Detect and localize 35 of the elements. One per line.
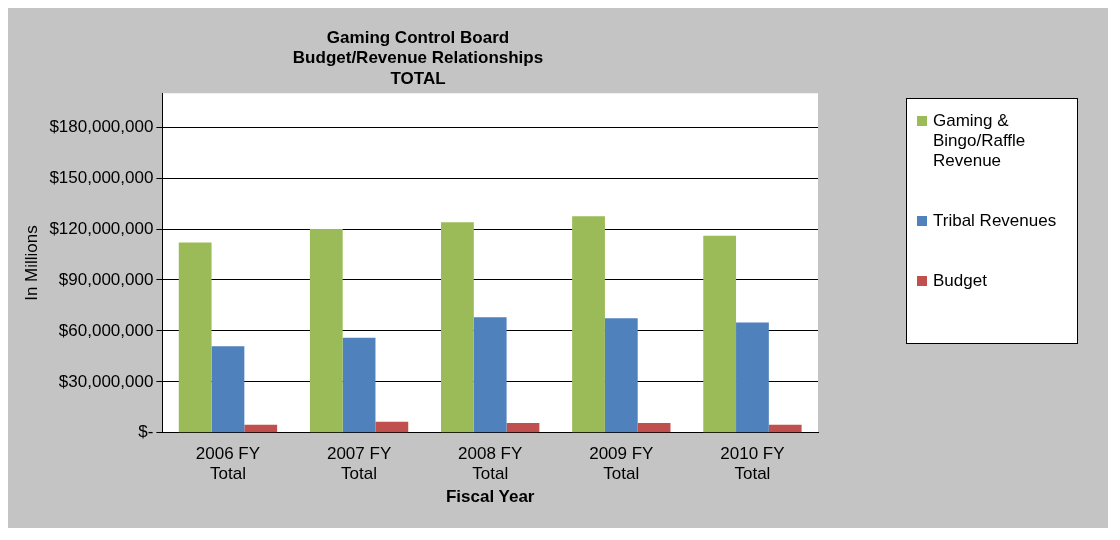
bar	[178, 242, 212, 433]
y-tick-label: $180,000,000	[49, 116, 154, 136]
y-tick-label: $60,000,000	[58, 320, 154, 340]
y-tick-label: $90,000,000	[58, 269, 154, 289]
bar	[604, 318, 638, 433]
legend-label: Tribal Revenues	[933, 211, 1057, 231]
y-tick-label: $30,000,000	[58, 371, 154, 391]
x-tick-label: 2007 FY Total	[326, 443, 392, 484]
y-tick-label: $-	[138, 422, 154, 442]
legend-label: Gaming & Bingo/Raffle Revenue	[933, 111, 1027, 171]
y-axis-title: In Millions	[21, 225, 41, 301]
text: Budget/Revenue Relationships	[292, 48, 544, 68]
x-tick-label: 2006 FY Total	[195, 443, 261, 484]
bar	[768, 424, 802, 433]
bar	[736, 322, 769, 433]
y-tick-label: $150,000,000	[49, 167, 154, 187]
bar	[244, 424, 278, 433]
bar	[703, 235, 737, 433]
bar	[506, 422, 540, 433]
y-tick-label: $120,000,000	[49, 218, 154, 238]
text: Gaming Control Board	[326, 27, 510, 47]
bar	[211, 346, 245, 433]
bar	[572, 216, 605, 433]
x-tick-label: 2008 FY Total	[458, 443, 523, 484]
text: TOTAL	[390, 68, 446, 88]
x-axis-title: Fiscal Year	[445, 487, 535, 507]
bar	[309, 229, 343, 433]
x-tick-label: 2009 FY Total	[589, 443, 654, 484]
bar	[441, 222, 474, 433]
x-tick-label: 2010 FY Total	[720, 443, 785, 484]
bar	[637, 422, 671, 433]
legend-label: Budget	[933, 271, 987, 291]
bar	[375, 421, 409, 433]
bar	[473, 317, 507, 433]
bar	[342, 337, 376, 433]
